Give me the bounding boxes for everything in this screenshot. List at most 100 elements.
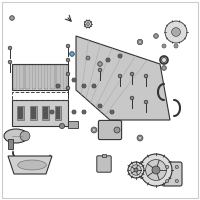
Circle shape — [166, 165, 169, 169]
Circle shape — [83, 85, 85, 87]
Circle shape — [139, 41, 141, 43]
Circle shape — [114, 127, 120, 133]
Circle shape — [118, 74, 122, 78]
Circle shape — [137, 39, 143, 45]
Bar — [43, 107, 48, 119]
Circle shape — [66, 72, 70, 76]
Polygon shape — [82, 84, 86, 88]
Circle shape — [83, 111, 85, 113]
Bar — [56, 65, 61, 89]
Circle shape — [155, 35, 157, 37]
Circle shape — [93, 85, 95, 87]
Polygon shape — [118, 54, 122, 58]
Circle shape — [134, 168, 138, 172]
Circle shape — [111, 111, 113, 113]
Circle shape — [144, 74, 148, 78]
Circle shape — [140, 154, 172, 186]
Bar — [31, 107, 36, 119]
Polygon shape — [72, 110, 76, 114]
Ellipse shape — [162, 58, 166, 62]
Bar — [32, 65, 36, 89]
Circle shape — [154, 34, 158, 38]
Circle shape — [87, 57, 89, 59]
Circle shape — [73, 79, 75, 81]
Bar — [44, 65, 48, 89]
Polygon shape — [98, 104, 102, 108]
Circle shape — [8, 60, 12, 64]
Circle shape — [174, 44, 178, 48]
Circle shape — [73, 111, 75, 113]
Ellipse shape — [18, 160, 46, 170]
Circle shape — [162, 66, 166, 70]
Circle shape — [98, 62, 102, 66]
Polygon shape — [50, 110, 54, 114]
Bar — [50, 65, 55, 89]
Circle shape — [152, 166, 160, 174]
Bar — [102, 154, 106, 157]
Polygon shape — [82, 110, 86, 114]
Bar — [19, 65, 24, 89]
Circle shape — [163, 45, 165, 47]
Circle shape — [8, 46, 12, 50]
Circle shape — [71, 53, 73, 55]
Circle shape — [144, 100, 148, 104]
Circle shape — [84, 20, 92, 28]
Bar — [25, 65, 30, 89]
Bar — [63, 65, 67, 89]
Circle shape — [93, 129, 95, 131]
Circle shape — [131, 165, 141, 175]
Circle shape — [165, 21, 187, 43]
FancyBboxPatch shape — [97, 156, 111, 172]
Circle shape — [99, 105, 101, 107]
Circle shape — [139, 137, 141, 139]
Bar — [12, 64, 68, 90]
Bar — [68, 121, 78, 128]
Circle shape — [162, 44, 166, 48]
Polygon shape — [76, 36, 170, 120]
Bar — [55, 106, 61, 120]
Bar — [12, 100, 68, 126]
Circle shape — [175, 179, 178, 183]
Ellipse shape — [4, 129, 28, 143]
Circle shape — [98, 68, 102, 72]
Circle shape — [119, 55, 121, 57]
Circle shape — [91, 127, 97, 133]
Polygon shape — [106, 58, 110, 62]
Polygon shape — [110, 110, 114, 114]
Circle shape — [66, 86, 70, 90]
Circle shape — [128, 162, 144, 178]
Polygon shape — [72, 78, 76, 82]
Polygon shape — [92, 84, 96, 88]
Circle shape — [175, 45, 177, 47]
Polygon shape — [56, 84, 60, 88]
Bar — [30, 106, 37, 120]
Circle shape — [10, 16, 14, 20]
Circle shape — [163, 67, 165, 69]
Circle shape — [107, 59, 109, 61]
Bar — [42, 106, 49, 120]
Circle shape — [172, 28, 180, 36]
Circle shape — [87, 23, 89, 25]
Circle shape — [11, 17, 13, 19]
Circle shape — [57, 85, 59, 87]
Circle shape — [175, 165, 178, 169]
Circle shape — [66, 44, 70, 48]
Polygon shape — [8, 156, 52, 174]
Circle shape — [99, 63, 101, 65]
Circle shape — [20, 131, 30, 141]
Circle shape — [166, 179, 169, 183]
Bar — [12, 92, 68, 100]
Circle shape — [130, 96, 134, 100]
Circle shape — [130, 72, 134, 76]
Bar — [38, 65, 42, 89]
Circle shape — [86, 56, 90, 60]
Circle shape — [66, 58, 70, 62]
Circle shape — [137, 135, 143, 141]
Bar — [18, 107, 23, 119]
Circle shape — [51, 111, 53, 113]
Circle shape — [59, 123, 65, 129]
FancyBboxPatch shape — [98, 120, 122, 140]
FancyBboxPatch shape — [162, 162, 182, 186]
Circle shape — [70, 52, 74, 56]
Bar — [13, 65, 17, 89]
